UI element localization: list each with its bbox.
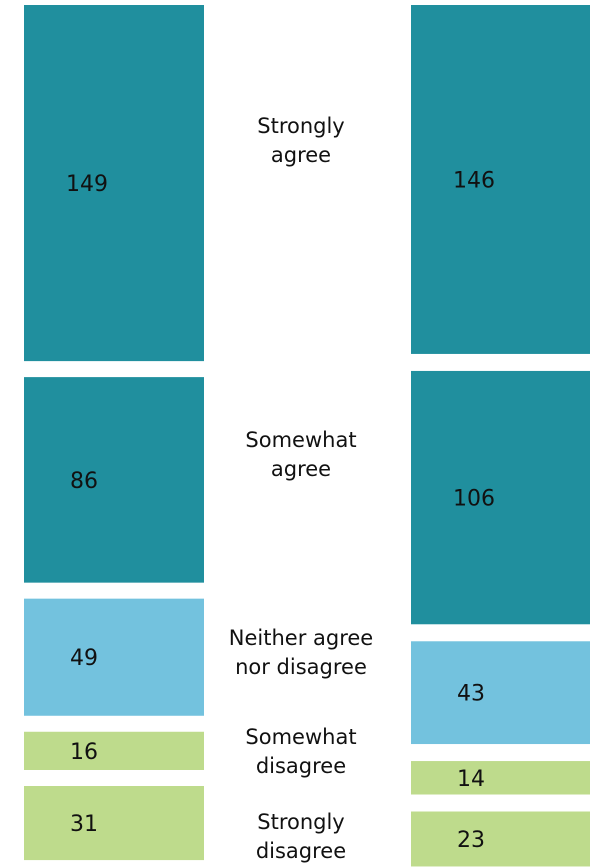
bar-value-col1-neither: 49 (70, 646, 98, 671)
bar-col1-strongly-disagree (24, 786, 204, 861)
bar-value-col2-neither: 43 (457, 682, 485, 707)
bar-value-col2-somewhat-agree: 106 (453, 487, 495, 512)
bar-col1-somewhat-disagree (24, 731, 204, 770)
category-label-strongly-agree: Strongly agree (257, 114, 345, 167)
bar-value-col2-strongly-disagree: 23 (457, 828, 485, 853)
category-label-neither: Neither agree nor disagree (228, 626, 374, 679)
bar-col1-somewhat-agree (24, 377, 204, 583)
bar-value-col1-somewhat-agree: 86 (70, 469, 98, 494)
bar-value-col1-strongly-agree: 149 (66, 172, 108, 197)
category-label-somewhat-disagree: Somewhat disagree (245, 725, 357, 778)
bar-value-col1-strongly-disagree: 31 (70, 812, 98, 837)
bar-col2-strongly-disagree (411, 811, 590, 867)
category-label-somewhat-agree: Somewhat agree (245, 428, 357, 481)
bar-col2-strongly-agree (411, 5, 590, 354)
bar-col2-somewhat-agree (411, 370, 590, 625)
bar-col1-strongly-agree (24, 5, 204, 362)
category-label-strongly-disagree: Strongly disagree (255, 810, 347, 863)
bar-col1-neither (24, 598, 204, 716)
bar-value-col1-somewhat-disagree: 16 (70, 740, 98, 765)
bar-value-col2-somewhat-disagree: 14 (457, 767, 485, 792)
bar-value-col2-strongly-agree: 146 (453, 168, 495, 193)
bar-col2-neither (411, 641, 590, 745)
bar-col2-somewhat-disagree (411, 761, 590, 795)
